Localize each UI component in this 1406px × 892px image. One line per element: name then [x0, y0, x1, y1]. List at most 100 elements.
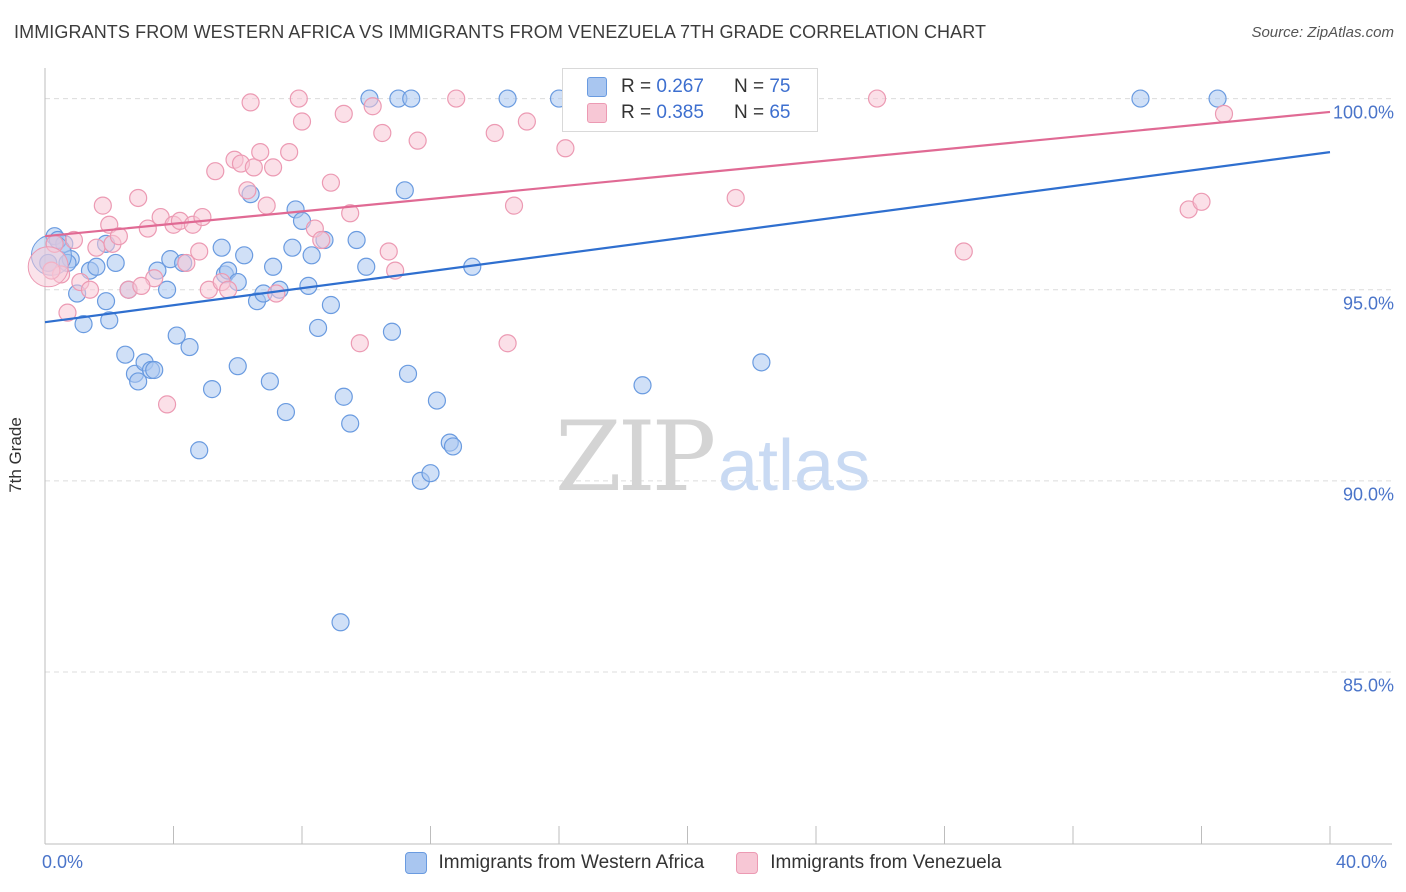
point-venezuela: [292, 112, 312, 131]
point-western-africa: [129, 372, 148, 391]
point-western-africa: [633, 376, 652, 395]
point-venezuela: [190, 242, 209, 261]
point-venezuela: [129, 188, 148, 208]
legend-swatch-western-africa: [404, 852, 427, 874]
point-venezuela: [517, 112, 536, 131]
y-tick-label: 85.0%: [1342, 675, 1394, 696]
point-venezuela: [498, 334, 517, 353]
x-tick-label: 40.0%: [1336, 852, 1388, 872]
point-venezuela: [219, 280, 238, 299]
legend-r-label: R =: [621, 102, 652, 123]
point-venezuela: [447, 89, 466, 108]
point-venezuela: [867, 89, 887, 108]
point-western-africa: [87, 257, 106, 276]
point-western-africa: [498, 89, 517, 108]
point-western-africa: [96, 292, 116, 311]
point-venezuela: [341, 204, 360, 223]
point-western-africa: [402, 89, 421, 108]
point-venezuela: [87, 238, 106, 257]
point-venezuela: [504, 196, 524, 215]
point-venezuela: [251, 142, 270, 162]
point-western-africa: [1131, 89, 1150, 108]
point-venezuela: [280, 142, 299, 162]
legend-label-western-africa: Immigrants from Western Africa: [438, 852, 705, 873]
point-western-africa: [180, 337, 199, 357]
point-venezuela: [485, 123, 504, 143]
legend-r-value: 0.267: [656, 76, 704, 97]
point-western-africa: [212, 238, 231, 257]
point-western-africa: [427, 391, 447, 410]
point-venezuela: [58, 303, 77, 322]
point-venezuela: [1214, 104, 1234, 123]
y-tick-label: 100.0%: [1332, 102, 1394, 123]
watermark-atlas: atlas: [718, 426, 870, 506]
point-venezuela: [379, 242, 398, 261]
point-venezuela: [726, 188, 745, 208]
point-venezuela: [64, 230, 84, 250]
point-venezuela: [157, 395, 177, 414]
point-western-africa: [228, 357, 247, 376]
point-western-africa: [190, 441, 209, 460]
point-venezuela: [321, 173, 341, 192]
point-venezuela: [954, 242, 973, 261]
point-western-africa: [167, 326, 186, 345]
point-venezuela: [556, 139, 575, 158]
point-venezuela: [267, 284, 286, 303]
point-venezuela: [263, 158, 283, 177]
point-western-africa: [341, 414, 360, 433]
point-western-africa: [283, 238, 302, 257]
legend-row-western-africa: R = 0.267 N = 75: [563, 74, 790, 100]
legend-row-venezuela: R = 0.385 N = 65: [563, 100, 790, 126]
point-venezuela: [177, 253, 196, 273]
legend-n-value: 65: [769, 102, 791, 123]
point-western-africa: [334, 387, 353, 406]
point-venezuela: [408, 131, 427, 150]
point-western-africa: [116, 345, 135, 364]
point-western-africa: [347, 230, 366, 250]
point-western-africa: [100, 311, 119, 330]
point-venezuela: [289, 89, 308, 108]
point-western-africa: [321, 295, 341, 315]
watermark-zip: ZIP: [555, 401, 714, 513]
point-venezuela: [132, 276, 151, 295]
point-venezuela: [350, 334, 369, 353]
legend-n-value: 75: [769, 76, 791, 97]
point-western-africa: [276, 402, 296, 422]
point-venezuela: [257, 196, 276, 215]
point-western-africa: [106, 253, 125, 273]
trend-line-venezuela: [44, 110, 1331, 238]
y-tick-label: 90.0%: [1342, 484, 1394, 505]
point-venezuela: [241, 93, 260, 112]
point-western-africa: [74, 315, 93, 334]
point-venezuela: [312, 230, 331, 250]
point-western-africa: [145, 360, 164, 380]
point-western-africa: [357, 257, 376, 276]
legend-swatch-western-africa: [587, 77, 607, 97]
point-western-africa: [443, 437, 463, 456]
point-venezuela: [109, 227, 128, 246]
point-western-africa: [260, 372, 279, 391]
point-venezuela: [206, 162, 225, 181]
point-venezuela: [138, 219, 157, 238]
legend-n-label: N =: [733, 76, 765, 97]
trend-line-western-africa: [44, 151, 1331, 324]
chart-source: Source: ZipAtlas.com: [1251, 24, 1394, 41]
y-tick-label: 95.0%: [1342, 293, 1394, 314]
point-venezuela: [1192, 192, 1211, 211]
chart-title: IMMIGRANTS FROM WESTERN AFRICA VS IMMIGR…: [14, 22, 987, 42]
point-western-africa: [421, 464, 440, 483]
legend-item-western-africa: Immigrants from Western Africa: [404, 852, 705, 874]
point-western-africa: [202, 380, 222, 399]
point-western-africa: [382, 322, 402, 341]
legend-swatch-venezuela: [587, 103, 607, 123]
point-venezuela: [244, 158, 263, 177]
point-venezuela: [373, 123, 392, 143]
x-tick-label: 0.0%: [42, 852, 84, 872]
point-venezuela: [27, 246, 69, 288]
point-western-africa: [235, 246, 254, 265]
legend-n-label: N =: [733, 102, 765, 123]
point-western-africa: [331, 613, 350, 632]
point-venezuela: [238, 181, 257, 200]
point-western-africa: [752, 353, 771, 372]
